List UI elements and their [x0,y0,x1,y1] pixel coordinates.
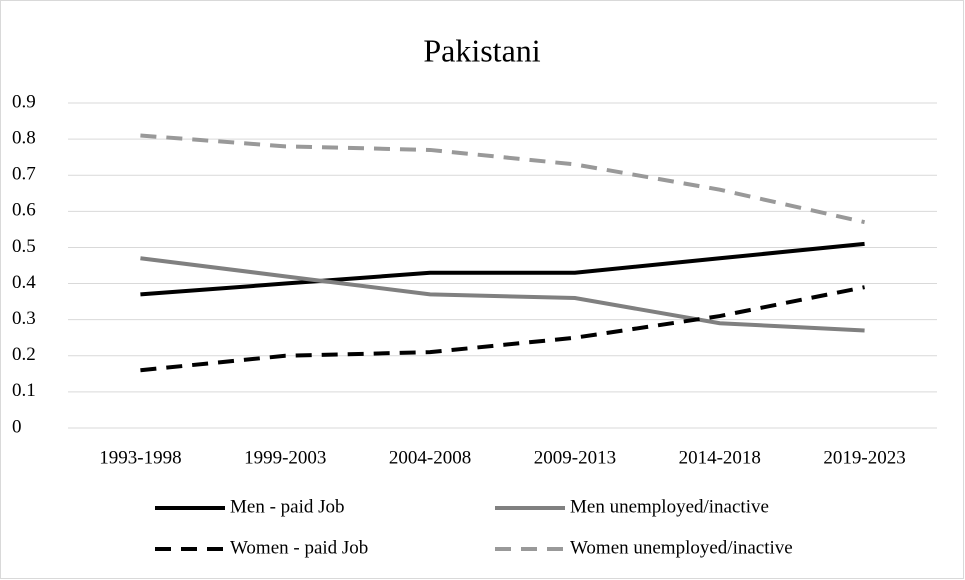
series-line [140,241,865,297]
x-tick-label: 2019-2023 [823,447,905,468]
series-line [140,256,865,333]
chart-title: Pakistani [423,32,540,68]
y-tick-label: 0.4 [12,272,36,293]
y-tick-label: 0.2 [12,344,36,365]
x-tick-label: 1999-2003 [244,447,326,468]
legend-label: Women unemployed/inactive [570,537,793,558]
y-tick-label: 0.5 [12,236,36,257]
x-tick-label: 2009-2013 [534,447,616,468]
legend-label: Men - paid Job [230,496,345,517]
y-tick-label: 0.8 [12,127,36,148]
y-tick-label: 0.3 [12,308,36,329]
x-tick-label: 1993-1998 [99,447,181,468]
legend-label: Men unemployed/inactive [570,496,769,517]
legend-label: Women - paid Job [230,537,368,558]
x-tick-label: 2014-2018 [679,447,761,468]
x-tick-label: 2004-2008 [389,447,471,468]
y-tick-label: 0 [12,416,22,437]
series-line [140,285,865,373]
series-line [140,133,866,225]
y-tick-label: 0.6 [12,200,36,221]
y-tick-label: 0.7 [12,164,36,185]
y-tick-label: 0.9 [12,91,36,112]
y-tick-label: 0.1 [12,380,36,401]
